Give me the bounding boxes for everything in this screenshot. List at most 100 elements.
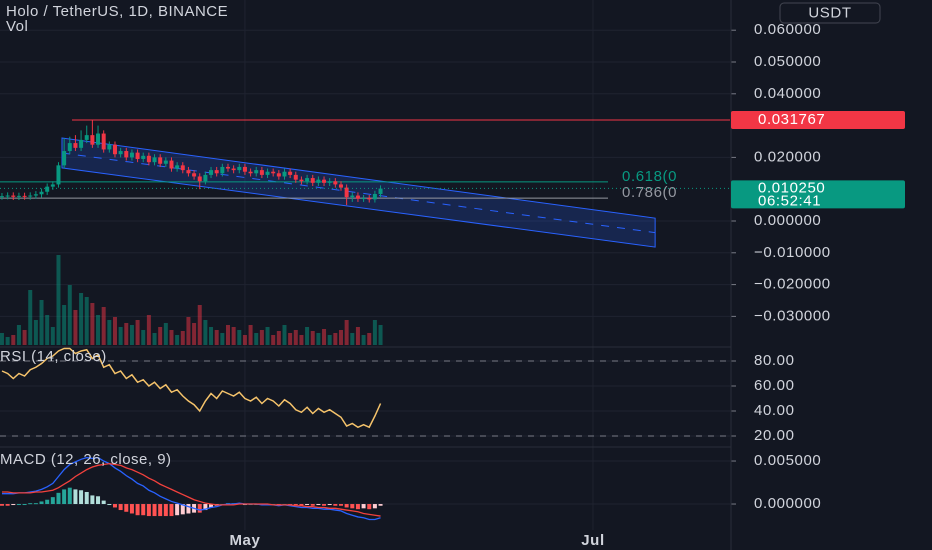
plot: May Jul 0.060000 0.050000 0.040000 0.020000 0.…	[0, 0, 831, 549]
volume-bar	[192, 323, 197, 345]
histogram-bar	[45, 499, 50, 505]
volume-bar	[265, 327, 270, 345]
volume-bar	[316, 333, 321, 345]
histogram-bar	[299, 504, 304, 506]
candle-body	[242, 166, 247, 172]
candle-body	[248, 171, 253, 174]
candle-body	[327, 181, 332, 183]
candle-body	[146, 155, 151, 163]
histogram-bar	[361, 504, 366, 509]
candle-body	[158, 157, 163, 164]
histogram-bar	[90, 495, 95, 505]
volume-bar	[0, 333, 4, 345]
volume-bar	[135, 320, 140, 345]
volume-bar	[180, 331, 185, 345]
candle-body	[67, 143, 72, 152]
y-tick-label: 0.000000	[754, 212, 821, 229]
candle-body	[254, 170, 259, 174]
volume-bar	[367, 333, 372, 345]
volume-bar	[372, 320, 377, 345]
histogram-bar	[73, 489, 78, 505]
volume-bar	[112, 317, 117, 345]
y-tick-label: −0.030000	[754, 307, 831, 324]
volume-bar	[5, 337, 10, 345]
histogram-bar	[180, 504, 185, 515]
volume-bar	[231, 327, 236, 345]
candle-body	[56, 165, 61, 185]
y-tick-label: 20.00	[754, 427, 795, 444]
candle-body	[220, 166, 225, 174]
price-tag-label: 0.031767	[758, 111, 825, 128]
histogram-bar	[62, 489, 67, 505]
volume-bar	[293, 330, 298, 345]
histogram-bar	[163, 504, 168, 517]
volume-bar	[39, 300, 44, 345]
candle-body	[259, 170, 264, 175]
candle-body	[186, 170, 191, 174]
candle-body	[50, 184, 55, 187]
candle-body	[84, 135, 89, 140]
rsi-line	[1, 347, 382, 429]
volume-bar	[45, 315, 50, 345]
y-tick-label: 0.020000	[754, 148, 821, 165]
y-tick-label: 0.005000	[754, 452, 821, 469]
histogram-bar	[101, 500, 106, 505]
candle-body	[107, 144, 112, 150]
histogram-bar	[28, 503, 33, 505]
y-tick-label: 0.040000	[754, 85, 821, 102]
candle-body	[175, 165, 180, 169]
histogram-bar	[338, 504, 343, 506]
volume-bar	[152, 333, 157, 345]
histogram-bar	[67, 487, 72, 505]
candle-body	[169, 160, 174, 169]
volume-bar	[79, 293, 84, 345]
candle-body	[101, 133, 106, 150]
candle-body	[209, 170, 214, 175]
histogram-bar	[135, 504, 140, 516]
candle-body	[45, 186, 50, 192]
candle-body	[180, 165, 185, 171]
histogram-bar	[79, 490, 84, 505]
histogram-bar	[316, 504, 321, 506]
macd-line	[1, 462, 381, 517]
candle-body	[163, 160, 168, 164]
currency-label[interactable]: USDT	[808, 4, 851, 21]
macd-line	[1, 456, 381, 521]
last-price-label: 0.010250	[758, 179, 825, 196]
histogram-bar	[209, 504, 214, 508]
candle-body	[271, 171, 276, 174]
macd-title: MACD (12, 26, close, 9)	[0, 451, 172, 468]
volume-bar	[254, 333, 259, 345]
volume-bar	[203, 320, 208, 345]
y-tick-label: −0.010000	[754, 244, 831, 261]
fib-label: 0.618(0	[622, 168, 677, 185]
regression-channel	[61, 137, 656, 248]
histogram-bar	[367, 504, 372, 510]
volume-bar	[101, 307, 106, 345]
volume-bar	[338, 330, 343, 345]
candle-body	[378, 188, 383, 194]
volume-bar	[28, 290, 33, 345]
candle-body	[28, 195, 33, 197]
candle-body	[16, 195, 21, 197]
volume-bar	[141, 330, 146, 345]
volume-bar	[124, 323, 129, 345]
candle-body	[141, 155, 146, 159]
currency-button[interactable]	[779, 2, 881, 24]
candle-body	[237, 166, 242, 171]
histogram-bar	[50, 497, 55, 505]
candle-body	[192, 173, 197, 177]
volume-bar	[237, 330, 242, 345]
candle-body	[299, 179, 304, 182]
y-tick-label: 40.00	[754, 402, 795, 419]
candle-body	[344, 187, 349, 198]
candle-body	[112, 144, 117, 155]
candle-body	[288, 171, 293, 175]
volume-label: Vol	[6, 18, 28, 35]
fib-label: 0.786(0	[622, 184, 677, 201]
volume-bar	[209, 327, 214, 345]
candle-body	[322, 179, 327, 183]
volume-bar	[197, 305, 202, 345]
candle-body	[203, 174, 208, 182]
volume-bar	[169, 330, 174, 345]
